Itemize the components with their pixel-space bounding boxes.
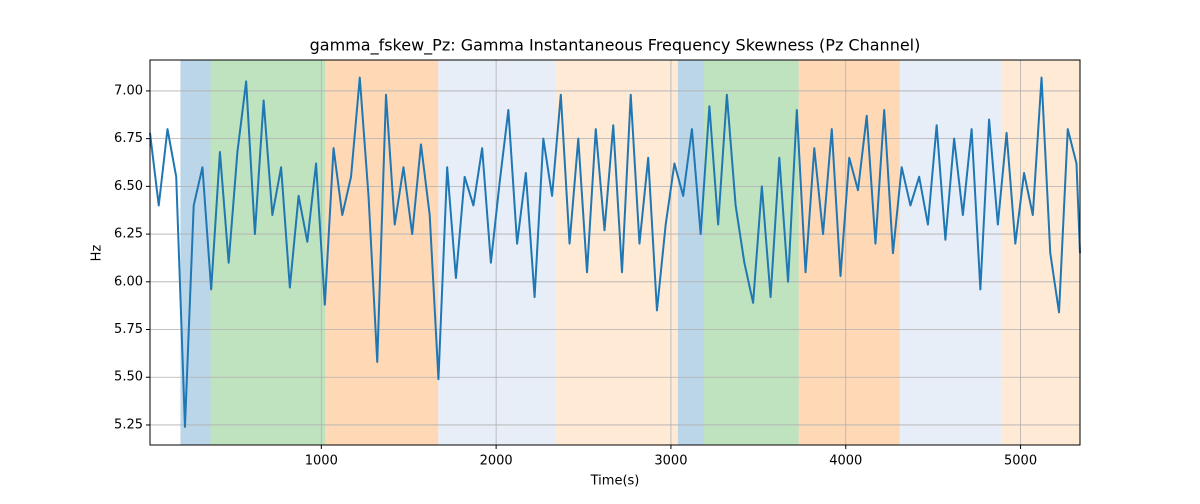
x-tick-label: 3000 (654, 454, 687, 469)
y-tick-label: 6.50 (114, 179, 143, 194)
span (556, 60, 678, 445)
span (180, 60, 211, 445)
x-tick-label: 4000 (829, 454, 862, 469)
span (438, 60, 557, 445)
y-axis-label: Hz (90, 245, 105, 262)
y-tick-label: 5.25 (114, 417, 143, 432)
y-tick-label: 7.00 (114, 83, 143, 98)
span (677, 60, 704, 445)
x-axis-label: Time(s) (590, 474, 640, 489)
y-tick-label: 5.75 (114, 322, 143, 337)
y-tick-label: 6.00 (114, 274, 143, 289)
span (899, 60, 1002, 445)
chart-title: gamma_fskew_Pz: Gamma Instantaneous Freq… (310, 36, 921, 56)
plot-frame (149, 59, 1081, 446)
line (149, 76, 1081, 428)
y-tick-label: 6.75 (114, 131, 143, 146)
span (703, 60, 799, 445)
span (1001, 60, 1080, 445)
y-tick-label: 5.50 (114, 370, 143, 385)
x-tick-label: 2000 (480, 454, 513, 469)
x-tick-label: 1000 (305, 454, 338, 469)
x-tick-label: 5000 (1004, 454, 1037, 469)
y-tick-label: 6.25 (114, 227, 143, 242)
